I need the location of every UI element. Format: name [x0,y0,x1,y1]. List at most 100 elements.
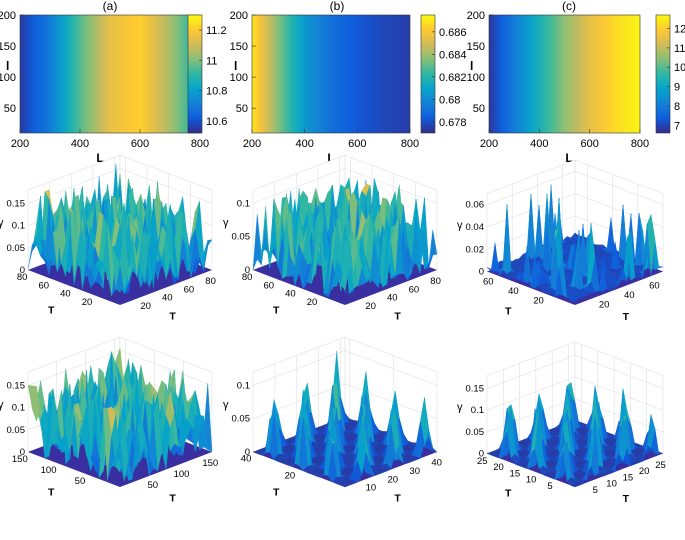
right-t-tick-label: 15 [623,472,634,483]
panel-c-title: (c) [562,0,576,13]
y-tick-label: 50 [4,103,16,115]
z-axis-label: γ [223,399,229,411]
z-tick-label: 0.1 [237,380,250,391]
z-grid-line [486,354,664,389]
surface-patch [115,438,125,482]
x-tick-label: 200 [11,138,29,150]
y-tick-label: 100 [0,72,16,84]
left-t-axis-label: T [505,305,512,317]
y-tick-label: 50 [473,103,485,115]
z-grid-line [486,193,664,228]
left-t-tick-label: 60 [263,280,274,291]
colorbar-tick-label: 0.684 [439,49,467,61]
z-axis-label: γ [457,402,463,414]
panel-c-ylabel: l [470,59,473,73]
right-t-axis-label: T [623,311,630,323]
left-t-tick-label: 20 [285,470,296,481]
z-tick-label: 0.1 [12,403,25,414]
left-t-axis-label: T [48,487,55,499]
y-tick-label: 150 [230,41,248,53]
panel-f: (f) L=800,l=10000.020.040.06γ204060T2040… [457,159,664,323]
right-t-tick-label: 80 [205,276,216,287]
colorbar-tick-label: 0.678 [439,117,467,129]
left-t-tick-label: 20 [307,297,318,308]
z-tick-label: 0.06 [466,200,485,211]
right-t-tick-label: 20 [639,466,650,477]
left-t-tick-label: 60 [38,280,49,291]
right-t-tick-label: 60 [184,284,195,295]
left-t-axis-label: T [273,305,280,317]
right-t-tick-label: 10 [606,479,617,490]
left-t-axis-label: T [273,487,280,499]
colorbar-tick-label: 12 [674,24,685,36]
left-t-tick-label: 5 [547,481,552,492]
right-t-tick-label: 20 [365,301,376,312]
left-t-tick-label: 80 [242,272,253,283]
colorbar-tick-label: 10.6 [206,116,227,128]
x-tick-label: 600 [580,138,598,150]
colorbar-tick-label: 0.682 [439,72,467,84]
right-t-tick-label: 50 [147,480,158,491]
right-t-tick-label: 20 [388,474,399,485]
z-tick-label: 0.1 [12,221,25,232]
z-tick-label: 0.05 [7,243,26,254]
y-tick-label: 150 [467,41,485,53]
surface-patch [115,265,125,293]
x-tick-label: 600 [131,138,149,150]
z-grid-line [486,398,664,433]
y-tick-label: 200 [230,10,248,22]
z-tick-label: 0.05 [7,425,26,436]
left-t-tick-label: 150 [12,454,28,465]
colorbar-tick-label: 7 [674,120,680,132]
heatmap-frame [251,14,411,134]
panel-b: (b) 200 400 600 800 50 100 150 200 0.678 0.68 0.68… [230,0,467,165]
panel-a-title: (a) [103,0,118,13]
x-tick-label: 800 [631,138,649,150]
panel-c-xlabel: L [565,151,572,165]
z-grid-line [252,168,438,204]
right-t-tick-label: 60 [649,280,660,291]
panel-b-xlabel: L [327,151,334,165]
y-tick-label: 100 [230,72,248,84]
colorbar [188,15,202,133]
z-grid-line [486,170,664,205]
colorbar-frame [420,14,436,134]
panel-d: (d) L=300,l=10000.050.10.15γ20406080T204… [0,154,216,322]
left-t-tick-label: 25 [477,456,488,467]
right-t-axis-label: T [394,492,401,504]
left-t-tick-label: 60 [483,276,494,287]
z-tick-label: 0 [479,449,484,460]
right-t-tick-label: 40 [624,290,635,301]
z-tick-label: 0.05 [232,414,251,425]
colorbar-tick-label: 11 [206,55,217,67]
z-axis-label: γ [0,399,4,411]
z-tick-label: 0.15 [466,384,485,395]
z-tick-label: 0.1 [471,405,484,416]
x-tick-label: 400 [71,138,89,150]
left-t-tick-label: 40 [285,289,296,300]
z-axis-label: γ [0,217,4,229]
z-tick-label: 0.15 [7,198,26,209]
panel-b-title: (b) [330,0,345,13]
x-tick-label: 400 [530,138,548,150]
panel-g: (g) L=500,l=5000.050.10.15γ50100150T5010… [0,336,218,504]
panel-c: (c) 200 400 600 800 50 100 150 200 7 8 9 10 11 12 L l [467,0,685,165]
panel-a-ylabel: l [6,59,9,73]
right-t-tick-label: 40 [431,458,442,469]
right-t-tick-label: 10 [366,483,377,494]
left-t-tick-label: 15 [510,468,521,479]
z-tick-label: 0.02 [466,244,485,255]
left-t-tick-label: 80 [17,272,28,283]
panel-e: (e) L=600,l=10000.050.1γ20406080T2040608… [223,154,441,322]
left-t-tick-label: 40 [508,286,519,297]
right-t-tick-label: 80 [430,276,441,287]
left-t-tick-label: 10 [526,475,537,486]
z-tick-label: 0.04 [466,222,485,233]
heatmap-frame [488,14,641,134]
colorbar [656,15,670,133]
z-grid-line [486,376,664,411]
x-tick-label: 600 [348,138,366,150]
right-t-axis-label: T [169,310,176,322]
panel-b-ylabel: l [234,59,237,73]
